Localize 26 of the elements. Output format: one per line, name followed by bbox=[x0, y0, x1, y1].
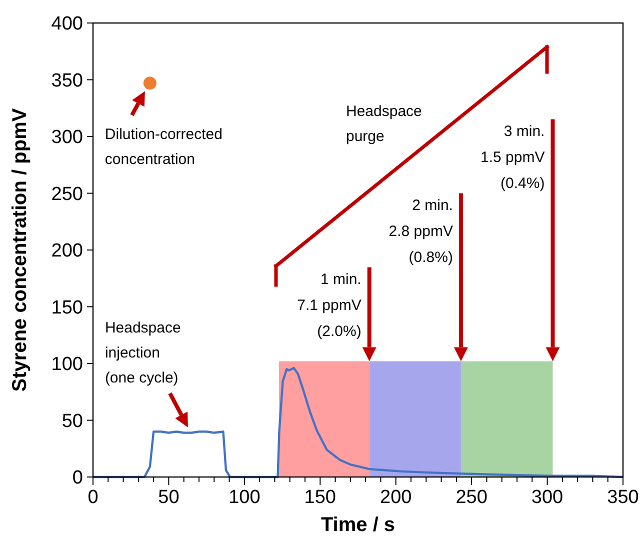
y-tick-label: 300 bbox=[51, 127, 83, 148]
x-tick-label: 350 bbox=[607, 487, 639, 508]
x-tick-label: 50 bbox=[158, 487, 180, 508]
line-series bbox=[92, 366, 624, 478]
y-axis-title: Styrene concentration / ppmV bbox=[9, 108, 31, 392]
y-tick-label: 0 bbox=[72, 468, 83, 489]
x-axis-title: Time / s bbox=[320, 514, 396, 536]
x-tick-label: 0 bbox=[88, 487, 98, 508]
y-tick-label: 400 bbox=[51, 14, 83, 35]
x-tick-label: 200 bbox=[380, 487, 412, 508]
x-tick-label: 100 bbox=[228, 487, 260, 508]
y-tick-label: 150 bbox=[51, 297, 83, 318]
annotation: Headspace purge bbox=[346, 103, 422, 145]
annotation: 3 min. 1.5 ppmV (0.4%) bbox=[480, 123, 545, 192]
x-tick-label: 300 bbox=[531, 487, 564, 508]
y-tick-label: 50 bbox=[62, 410, 83, 432]
annotation: 1 min. 7.1 ppmV (2.0%) bbox=[297, 271, 362, 340]
annotation: Dilution-corrected concentration bbox=[104, 126, 222, 168]
annotation: Headspace injection (one cycle) bbox=[104, 319, 181, 386]
y-tick-label: 350 bbox=[51, 70, 83, 92]
x-tick-label: 150 bbox=[304, 487, 336, 508]
y-tick-label: 200 bbox=[51, 240, 83, 262]
y-tick-label: 100 bbox=[51, 354, 83, 376]
x-tick-label: 250 bbox=[456, 487, 488, 508]
annotation: 2 min. 2.8 ppmV (0.8%) bbox=[388, 197, 453, 266]
y-tick-label: 250 bbox=[51, 184, 83, 205]
